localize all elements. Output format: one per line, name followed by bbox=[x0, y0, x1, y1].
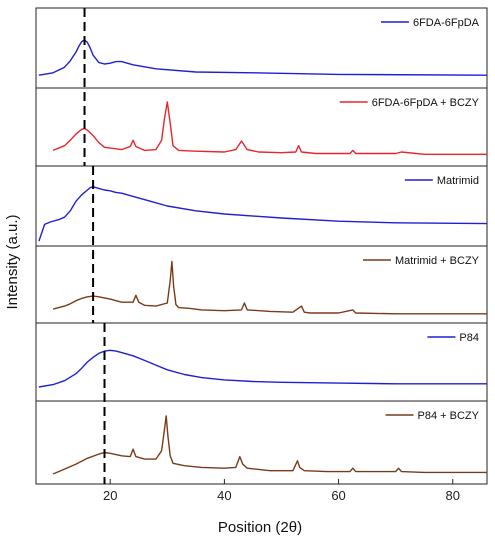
series-line bbox=[38, 349, 487, 388]
panel-frame bbox=[35, 322, 488, 402]
legend-label: P84 bbox=[459, 332, 479, 344]
panel-frame bbox=[35, 400, 488, 485]
panel: 6FDA-6FpDA bbox=[35, 7, 488, 89]
x-axis: 20 40 60 80 bbox=[103, 479, 460, 503]
x-tick-label: 60 bbox=[331, 488, 345, 503]
panels-group: 6FDA-6FpDA 6FDA-6FpDA + BCZY Matrimid Matri… bbox=[35, 7, 488, 485]
legend-label: Matrimid + BCZY bbox=[395, 255, 480, 267]
x-axis-label: Position (2θ) bbox=[218, 519, 302, 536]
legend-label: P84 + BCZY bbox=[418, 410, 480, 422]
legend-label: 6FDA-6FpDA bbox=[413, 17, 480, 29]
y-axis-label: Intensity (a.u.) bbox=[4, 214, 21, 309]
legend-label: 6FDA-6FpDA + BCZY bbox=[372, 97, 480, 109]
panel: P84 bbox=[35, 322, 488, 402]
legend-label: Matrimid bbox=[437, 175, 479, 187]
x-tick-label: 80 bbox=[446, 488, 460, 503]
series-line bbox=[52, 415, 487, 475]
panel: Matrimid + BCZY bbox=[35, 245, 488, 324]
panel-frame bbox=[35, 165, 488, 247]
panel: 6FDA-6FpDA + BCZY bbox=[35, 87, 488, 167]
series-line bbox=[38, 39, 488, 76]
dashed-reference-lines bbox=[83, 8, 106, 484]
series-line bbox=[38, 186, 488, 242]
panel: Matrimid bbox=[35, 165, 488, 247]
series-line bbox=[52, 101, 487, 155]
panel: P84 + BCZY bbox=[35, 400, 488, 485]
series-line bbox=[52, 260, 487, 315]
x-tick-label: 40 bbox=[217, 488, 231, 503]
x-tick-label: 20 bbox=[103, 488, 117, 503]
